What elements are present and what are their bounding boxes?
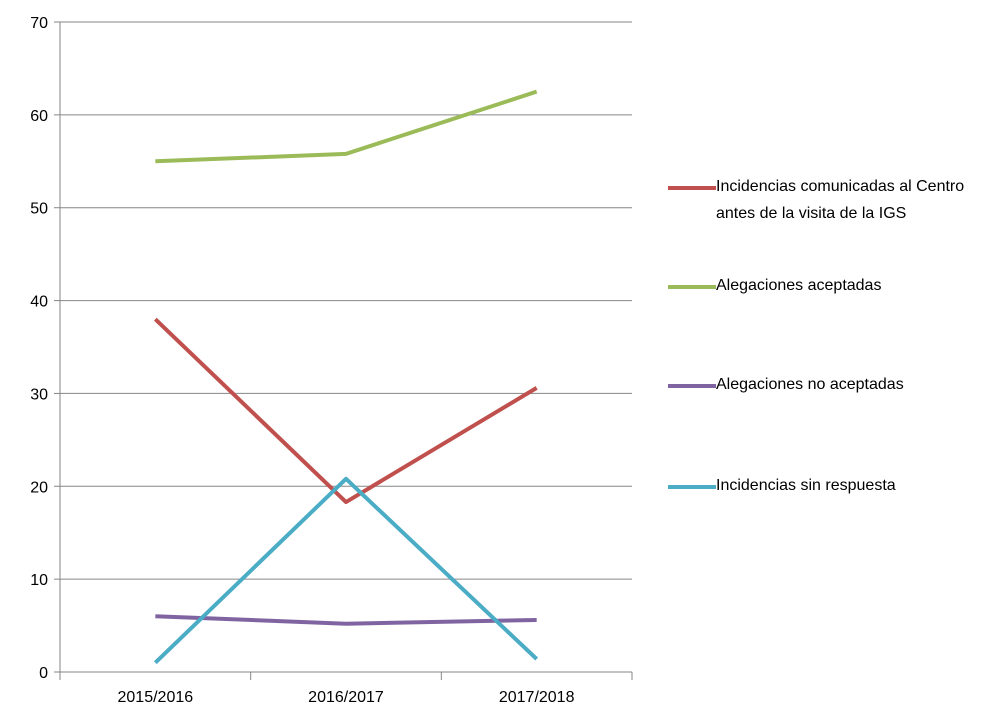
y-tick-label: 50	[30, 201, 48, 218]
legend-label: Incidencias comunicadas al Centro antes …	[716, 178, 965, 222]
y-tick-label: 10	[30, 572, 48, 589]
series-line	[153, 476, 539, 665]
legend-label: Alegaciones aceptadas	[716, 277, 882, 294]
legend-item: Incidencias comunicadas al Centro antes …	[668, 177, 988, 227]
legend-item: Incidencias sin respuesta	[668, 476, 988, 499]
series-line	[153, 317, 538, 505]
x-tick-label: 2017/2018	[499, 689, 575, 706]
legend-item: Alegaciones no aceptadas	[668, 375, 988, 398]
y-tick-label: 30	[30, 386, 48, 403]
series-line	[155, 89, 538, 164]
series-line	[155, 614, 537, 626]
legend-swatch	[668, 285, 716, 289]
legend-item: Alegaciones aceptadas	[668, 276, 988, 299]
y-tick-label: 70	[30, 15, 48, 32]
legend-swatch	[668, 485, 716, 489]
y-tick-label: 20	[30, 479, 48, 496]
x-tick-label: 2015/2016	[118, 689, 194, 706]
legend-swatch	[668, 384, 716, 388]
legend-label: Incidencias sin respuesta	[716, 477, 896, 494]
legend-label: Alegaciones no aceptadas	[716, 376, 904, 393]
x-tick-label: 2016/2017	[308, 689, 384, 706]
y-tick-label: 0	[39, 665, 48, 682]
y-tick-label: 40	[30, 294, 48, 311]
y-tick-label: 60	[30, 108, 48, 125]
legend-swatch	[668, 186, 716, 190]
